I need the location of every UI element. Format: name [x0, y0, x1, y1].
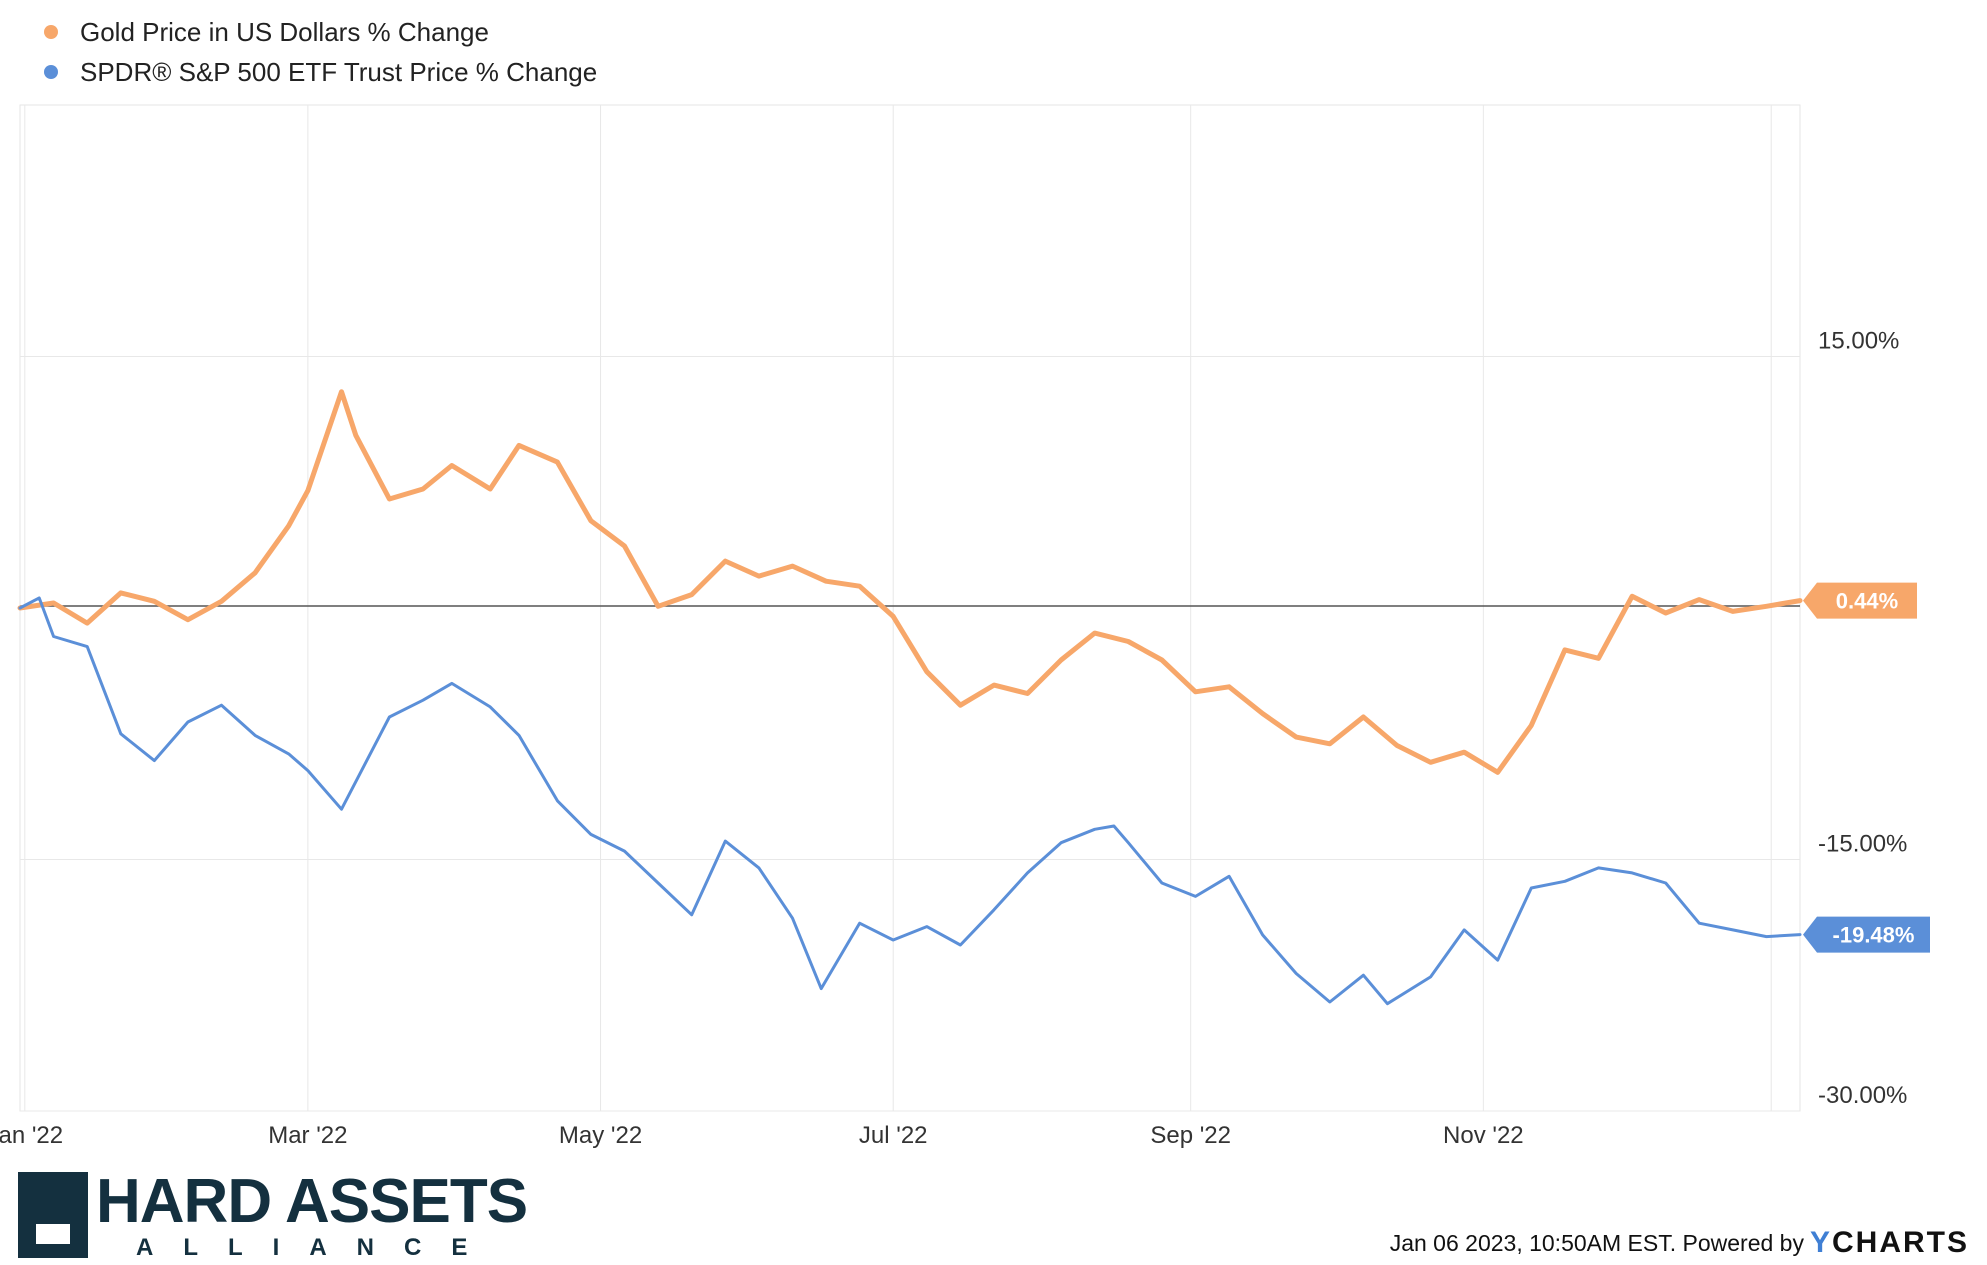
- series-line-1: [18, 596, 1802, 1006]
- ycharts-logo-text: CHARTS: [1832, 1226, 1969, 1259]
- x-tick-label: Jul '22: [859, 1122, 928, 1149]
- x-tick-label: Mar '22: [268, 1122, 347, 1149]
- chart-legend: Gold Price in US Dollars % Change SPDR® …: [44, 12, 597, 92]
- hard-assets-alliance-logo: HARD ASSETS ALLIANCE: [18, 1167, 528, 1262]
- x-tick-label: Sep '22: [1150, 1122, 1231, 1149]
- logo-title: HARD ASSETS: [96, 1167, 528, 1236]
- grid-lines: [20, 105, 1800, 1112]
- legend-label-gold: Gold Price in US Dollars % Change: [80, 16, 489, 47]
- end-value-label-1: -19.48%: [1833, 923, 1915, 948]
- y-tick-label: -30.00%: [1818, 1082, 1907, 1109]
- x-tick-label: May '22: [559, 1122, 642, 1149]
- end-value-tags: 0.44% -19.48%: [1803, 582, 1930, 953]
- footer-powered-by: Powered by: [1682, 1229, 1804, 1256]
- logo-mark: [18, 1172, 88, 1258]
- x-axis-ticks: Jan '22 Mar '22 May '22 Jul '22 Sep '22 Nov '…: [0, 1122, 1524, 1149]
- y-tick-label: -15.00%: [1818, 831, 1907, 858]
- plot-area: [19, 104, 1801, 1112]
- x-tick-label: Nov '22: [1443, 1122, 1524, 1149]
- legend-marker-gold: [44, 25, 58, 39]
- ycharts-logo[interactable]: YCHARTS: [1810, 1226, 1969, 1260]
- end-value-tag-1: -19.48%: [1803, 916, 1930, 953]
- end-value-label-0: 0.44%: [1836, 589, 1898, 614]
- y-tick-label: 15.00%: [1818, 328, 1899, 355]
- end-value-tag-0: 0.44%: [1803, 582, 1917, 619]
- logo-subtitle: ALLIANCE: [136, 1234, 498, 1261]
- legend-item-gold[interactable]: Gold Price in US Dollars % Change: [44, 12, 597, 52]
- series-lines: [17, 389, 1803, 1006]
- footer-credit: Jan 06 2023, 10:50AM EST. Powered by YCH…: [1390, 1226, 1969, 1260]
- x-tick-label: Jan '22: [0, 1122, 63, 1149]
- legend-item-spy[interactable]: SPDR® S&P 500 ETF Trust Price % Change: [44, 52, 597, 92]
- footer-timestamp: Jan 06 2023, 10:50AM EST.: [1389, 1229, 1677, 1256]
- legend-label-spy: SPDR® S&P 500 ETF Trust Price % Change: [80, 56, 598, 87]
- y-axis-ticks: 15.00% -15.00% -30.00%: [1818, 328, 1907, 1110]
- ycharts-logo-y: Y: [1809, 1226, 1832, 1259]
- series-line-0: [17, 389, 1803, 775]
- legend-marker-spy: [44, 65, 58, 79]
